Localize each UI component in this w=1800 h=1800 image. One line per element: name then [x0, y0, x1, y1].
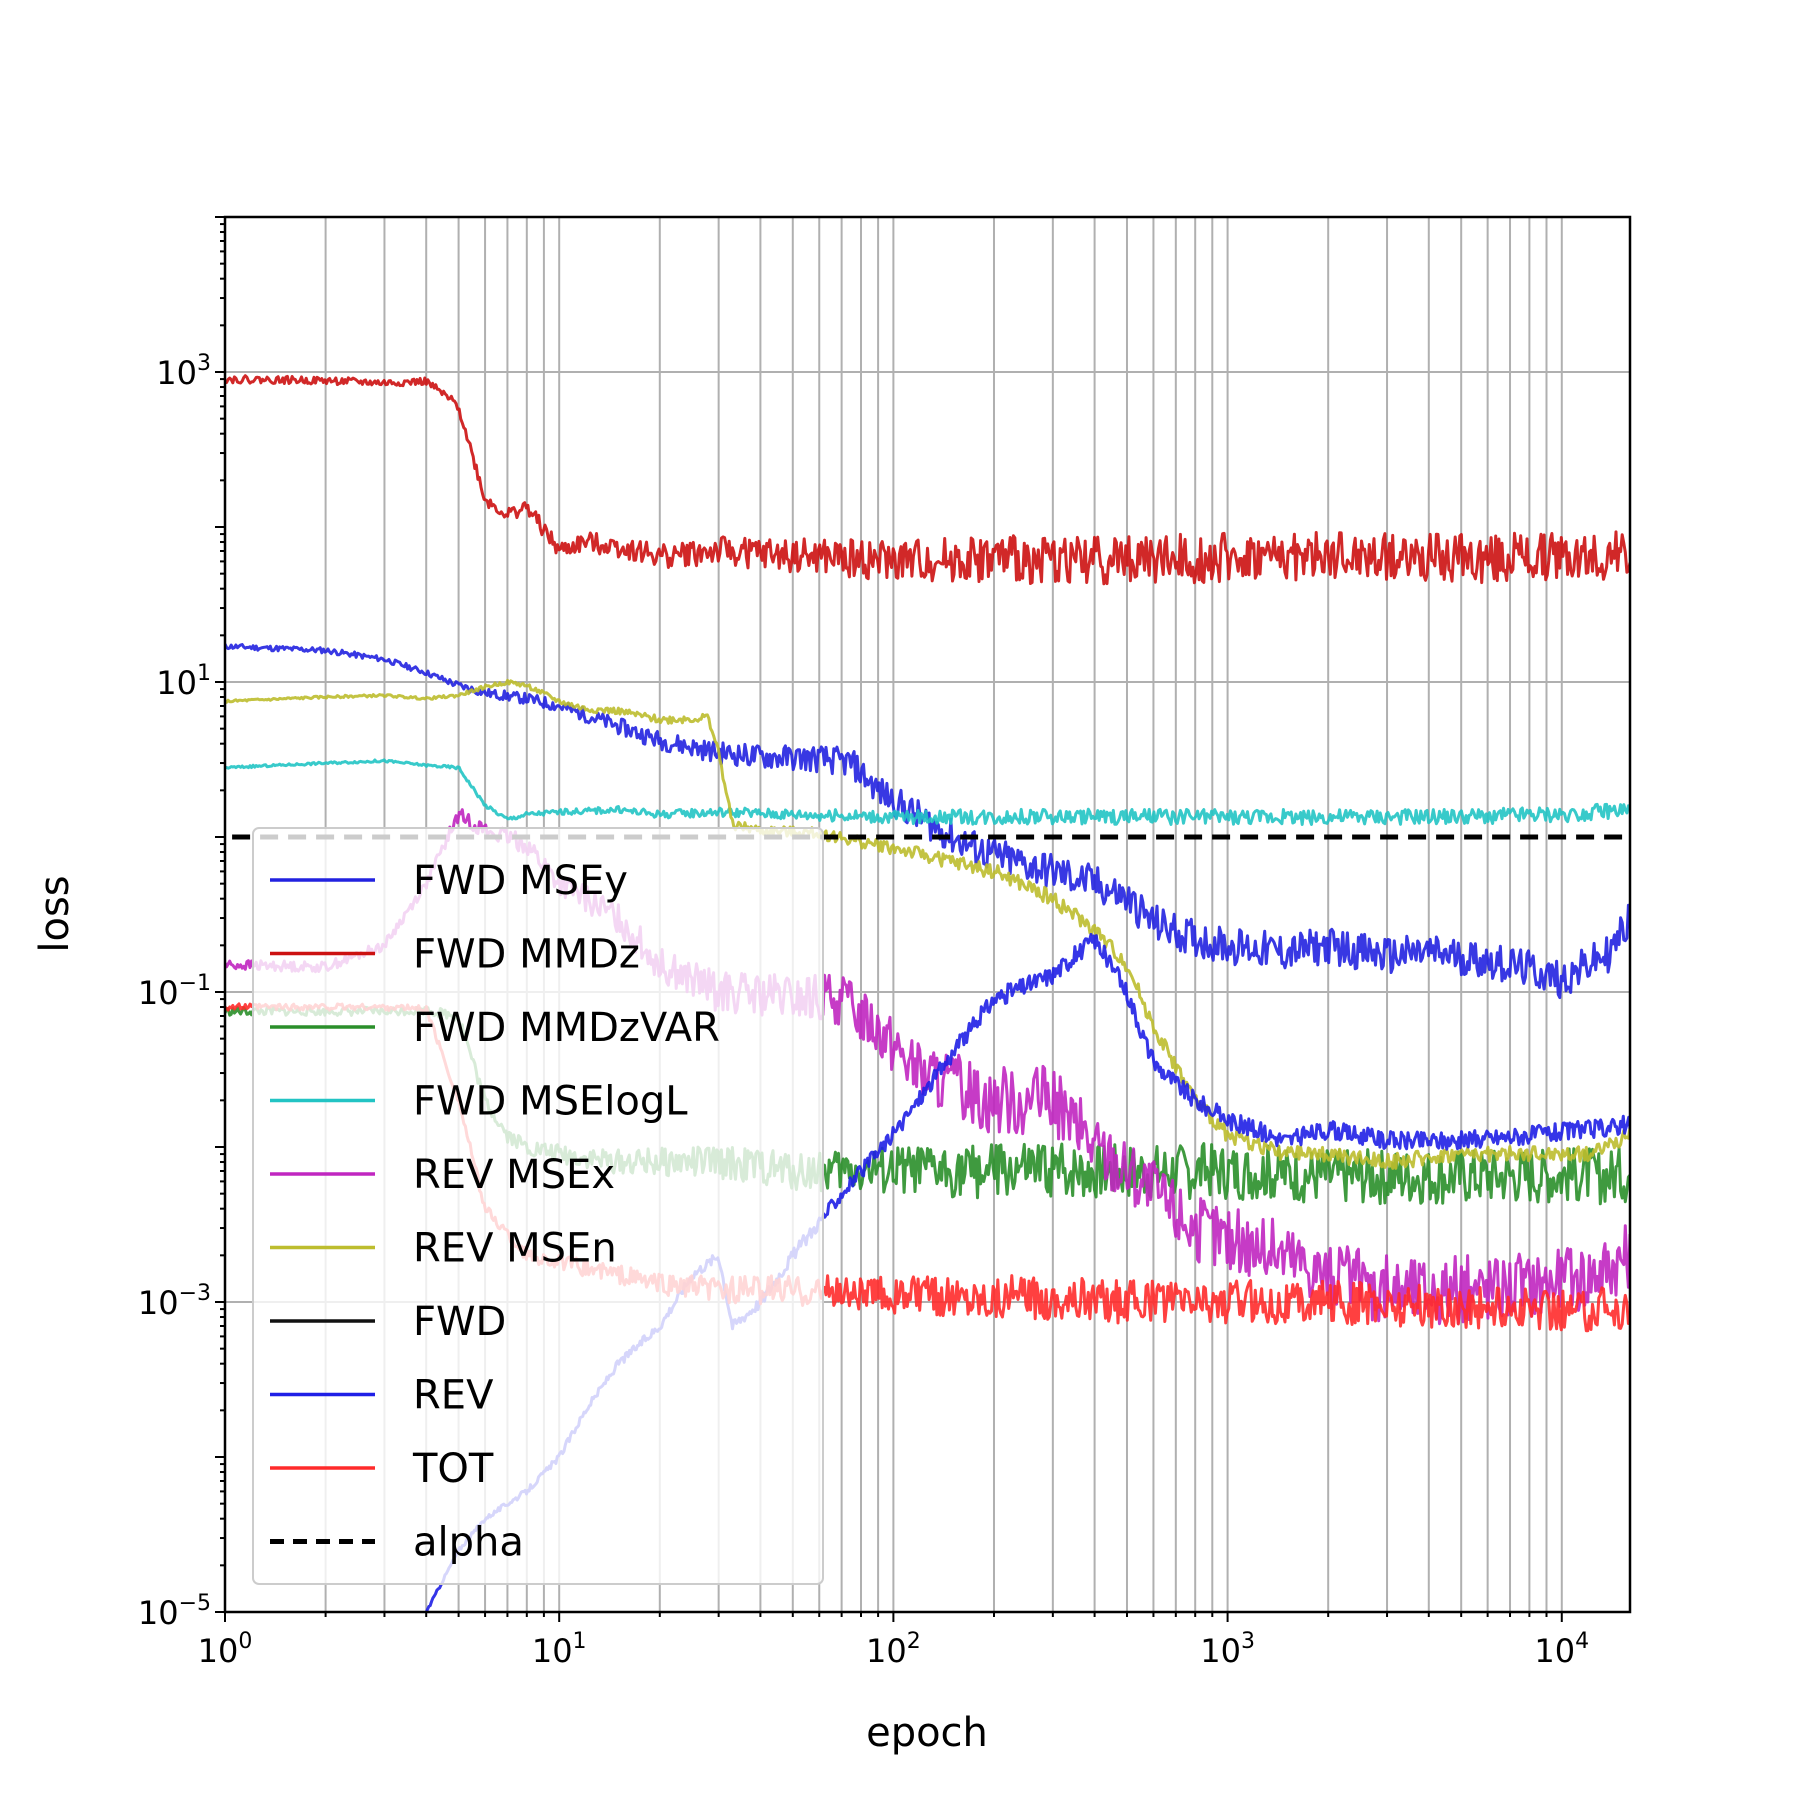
y-tick-label: 103 — [156, 351, 211, 392]
series-fwd-mmdz — [225, 374, 1630, 586]
legend-label-fwd-mselogl: FWD MSElogL — [413, 1079, 688, 1125]
legend-label-rev-msen: REV MSEn — [413, 1226, 617, 1272]
y-tick-label: 10−3 — [138, 1281, 211, 1322]
legend-label-fwd: FWD — [413, 1299, 506, 1345]
legend-label-fwd-mmdzvar: FWD MMDzVAR — [413, 1005, 720, 1051]
x-tick-label: 104 — [1534, 1629, 1589, 1670]
x-tick-label: 103 — [1200, 1629, 1255, 1670]
x-tick-label: 100 — [198, 1629, 253, 1670]
legend-box — [252, 827, 824, 1585]
series-fwd-mselogl — [225, 758, 1630, 826]
legend-label-tot: TOT — [412, 1446, 494, 1492]
legend-label-rev-msex: REV MSEx — [413, 1152, 615, 1198]
y-tick-label: 10−1 — [138, 971, 211, 1012]
x-tick-label: 102 — [866, 1629, 921, 1670]
plot-frame — [223, 215, 1632, 1614]
legend-label-alpha: alpha — [413, 1520, 524, 1566]
y-tick-label: 10−5 — [138, 1591, 211, 1632]
legend-label-rev: REV — [413, 1373, 494, 1419]
legend-label-fwd-msey: FWD MSEy — [413, 858, 628, 904]
y-tick-label: 101 — [156, 661, 211, 702]
x-axis-label: epoch — [866, 1710, 988, 1756]
series-rev-msen — [225, 678, 1630, 1170]
x-tick-label: 101 — [532, 1629, 587, 1670]
ticks: 100 101 102 103 104 10−5 10−3 10−1 101 103 — [138, 216, 1589, 1670]
y-axis-label: loss — [32, 875, 78, 952]
legend-label-fwd-mmdz: FWD MMDz — [413, 932, 640, 978]
legend: FWD MSEy FWD MMDz FWD MMDzVAR FWD MSElogL RE… — [252, 827, 824, 1585]
